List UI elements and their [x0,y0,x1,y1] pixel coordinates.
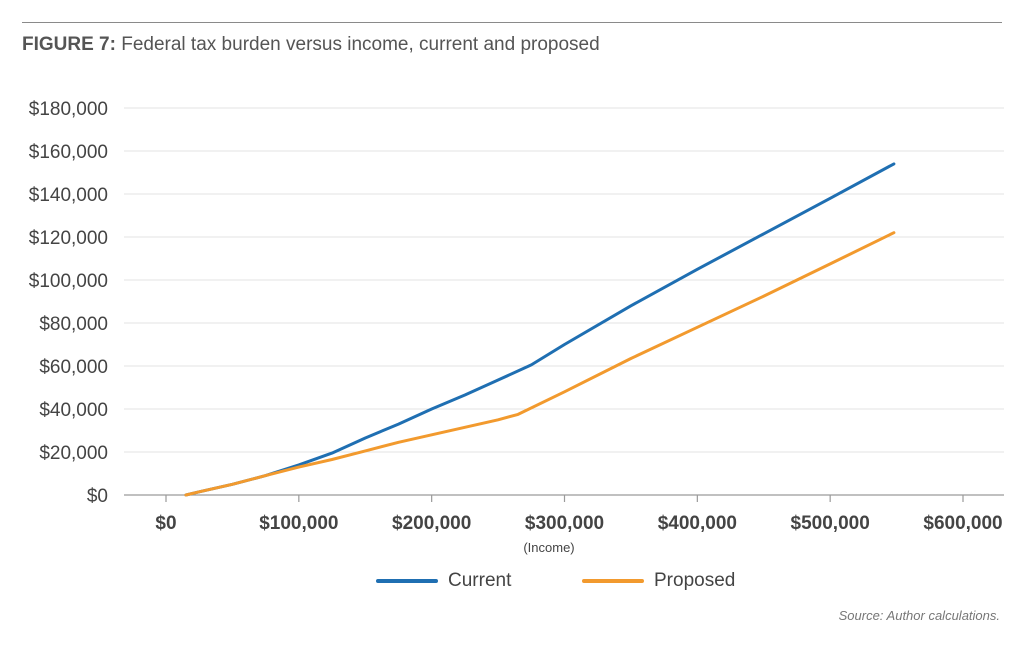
legend-swatch-proposed [582,579,644,583]
x-tick-label: $600,000 [923,513,1002,534]
series-line-current [184,162,896,497]
legend: Current Proposed [0,570,1024,594]
y-tick-label: $140,000 [29,185,108,206]
x-tick-label: $200,000 [392,513,471,534]
y-tick-label: $80,000 [39,314,108,335]
y-tick-label: $40,000 [39,400,108,421]
figure-title-text: Federal tax burden versus income, curren… [121,34,600,55]
figure-title: FIGURE 7: Federal tax burden versus inco… [22,34,600,56]
legend-label-current: Current [448,570,512,591]
y-tick-label: $160,000 [29,142,108,163]
legend-label-proposed: Proposed [654,570,736,591]
source-note: Source: Author calculations. [838,608,1000,623]
x-axis-label: (Income) [523,540,574,555]
x-tick-label: $300,000 [525,513,604,534]
y-tick-label: $120,000 [29,228,108,249]
x-tick-label: $500,000 [791,513,870,534]
y-tick-label: $100,000 [29,271,108,292]
x-tick-label: $0 [155,513,176,534]
figure-label: FIGURE 7: [22,34,116,55]
x-tick-label: $400,000 [658,513,737,534]
top-rule [22,22,1002,23]
legend-swatch-current [376,579,438,583]
y-tick-label: $60,000 [39,357,108,378]
legend-item-current: Current [376,570,511,592]
y-tick-label: $0 [87,486,108,507]
series-line-proposed [184,231,896,497]
y-tick-label: $180,000 [29,99,108,120]
legend-item-proposed: Proposed [582,570,735,592]
x-tick-label: $100,000 [259,513,338,534]
y-tick-label: $20,000 [39,443,108,464]
